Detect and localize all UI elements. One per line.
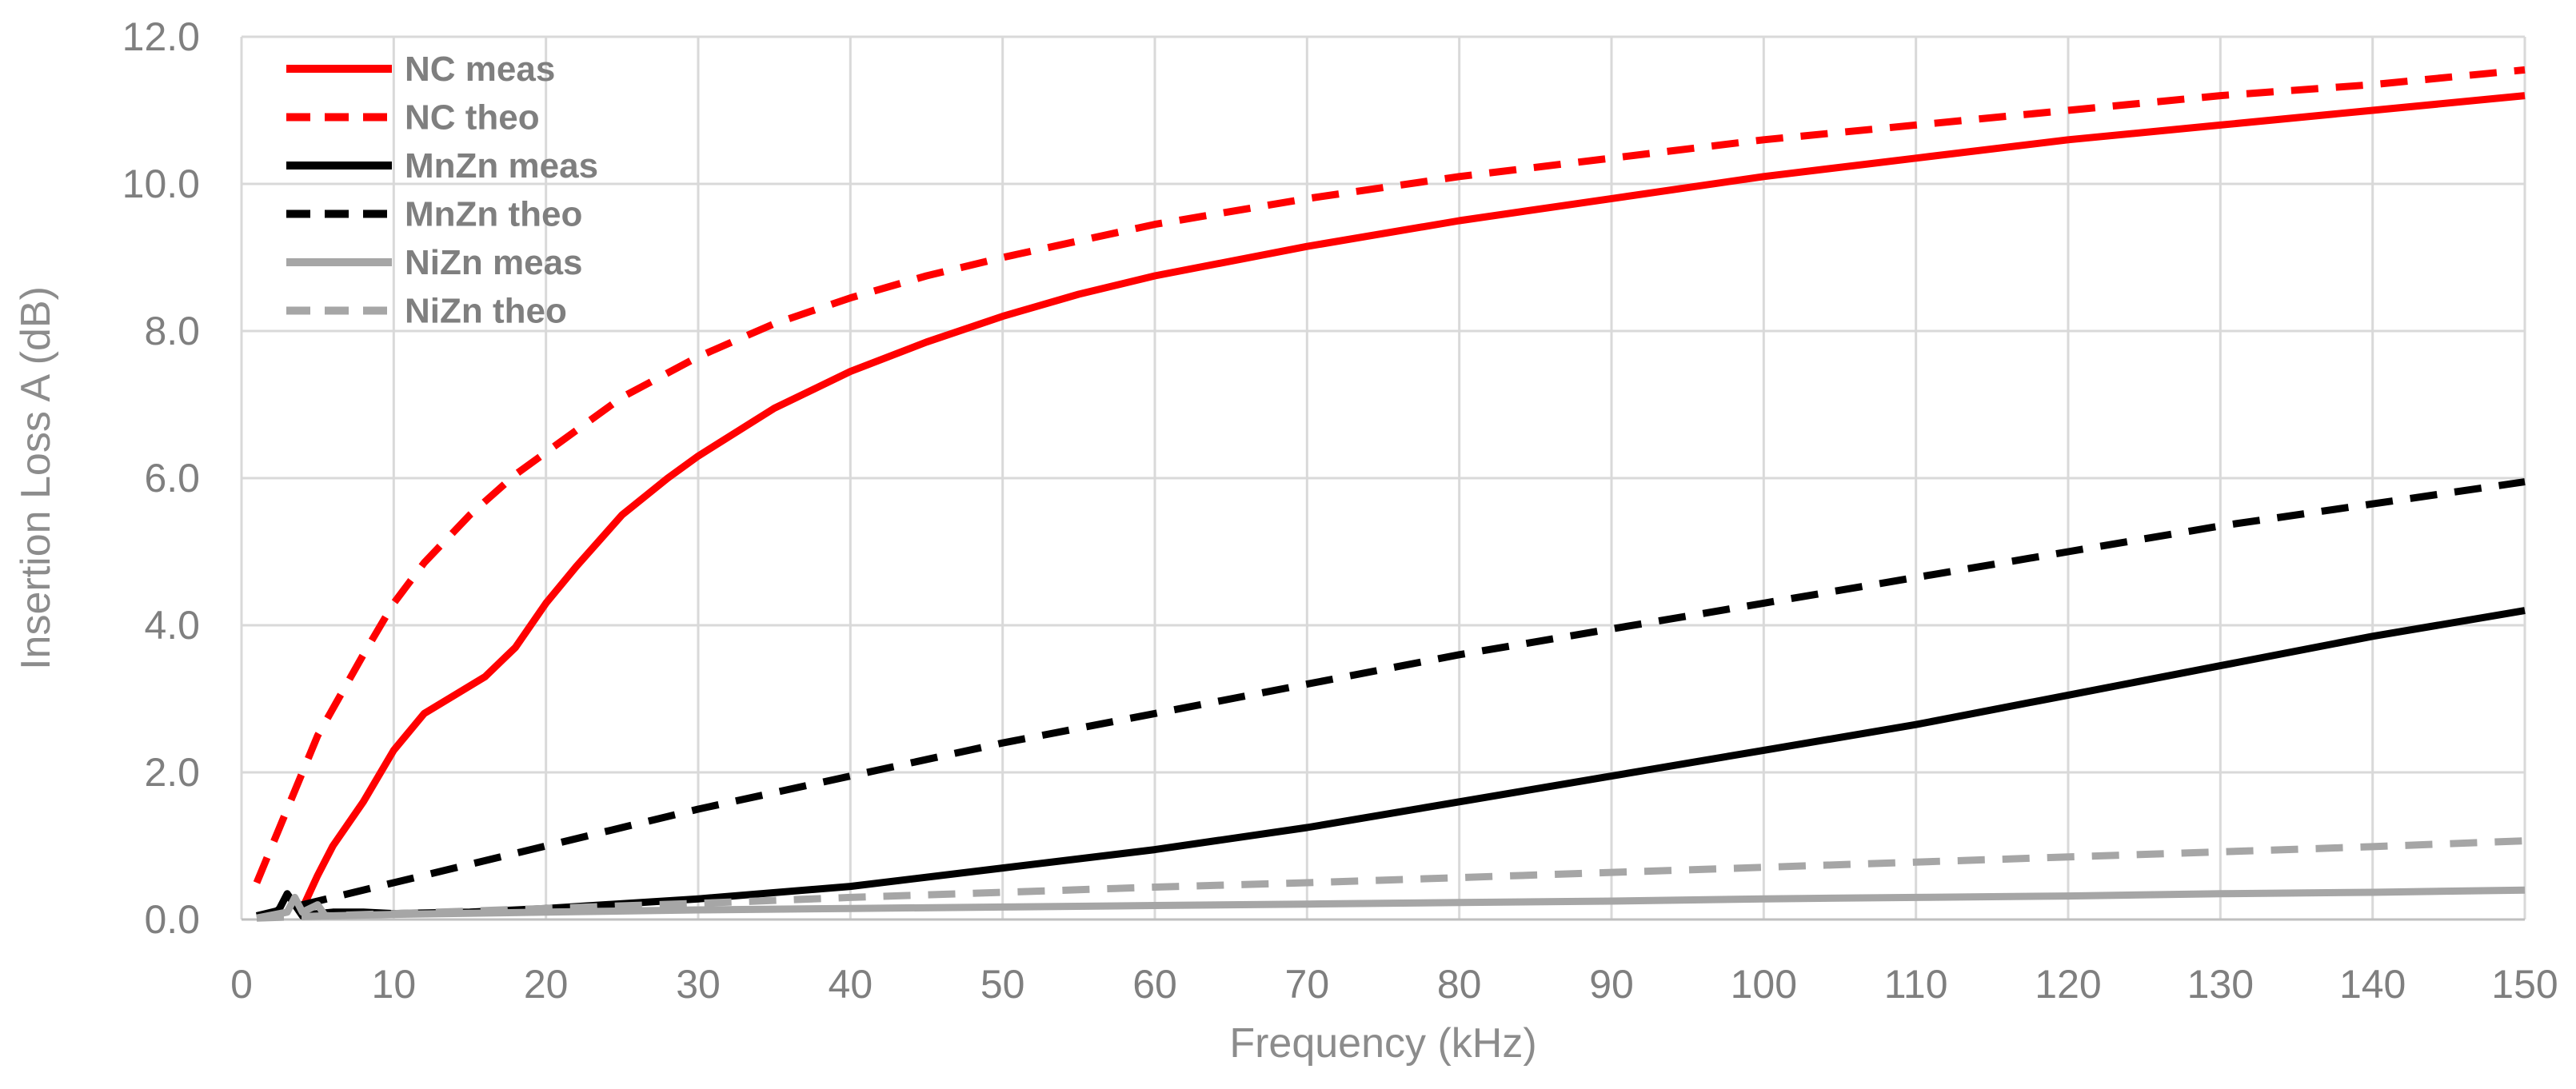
x-tick-label: 120 <box>2035 962 2101 1007</box>
x-tick-label: 40 <box>829 962 873 1007</box>
series-line-nizn-meas <box>256 886 2526 922</box>
legend-label: MnZn meas <box>405 146 598 185</box>
y-tick-label: 0.0 <box>144 897 200 942</box>
legend-label: NC theo <box>405 98 540 138</box>
x-tick-label: 140 <box>2339 962 2406 1007</box>
x-tick-label: 130 <box>2187 962 2254 1007</box>
x-tick-label: 20 <box>524 962 569 1007</box>
series-line-nc-meas <box>299 92 2526 911</box>
x-tick-label: 100 <box>1731 962 1797 1007</box>
x-tick-label: 0 <box>230 962 253 1007</box>
x-tick-label: 90 <box>1589 962 1634 1007</box>
x-tick-label: 80 <box>1437 962 1482 1007</box>
y-tick-label: 12.0 <box>122 14 200 59</box>
series-line-nc-theo <box>253 66 2526 884</box>
y-tick-label: 8.0 <box>144 309 200 353</box>
x-tick-label: 110 <box>1884 962 1948 1007</box>
y-tick-label: 6.0 <box>144 456 200 501</box>
x-tick-label: 70 <box>1285 962 1330 1007</box>
y-tick-label: 10.0 <box>122 162 200 206</box>
legend-label: NC meas <box>405 50 555 89</box>
series-line-mnzn-theo <box>255 478 2526 919</box>
series-line-mnzn-meas <box>256 607 2526 921</box>
y-tick-label: 4.0 <box>144 603 200 648</box>
x-tick-label: 60 <box>1132 962 1177 1007</box>
series-lines <box>253 66 2526 922</box>
legend-label: MnZn theo <box>405 195 582 234</box>
x-tick-label: 50 <box>980 962 1025 1007</box>
x-tick-label: 30 <box>676 962 721 1007</box>
legend-label: NiZn theo <box>405 292 567 331</box>
series-line-nizn-theo <box>256 837 2526 922</box>
x-tick-label: 10 <box>372 962 417 1007</box>
y-tick-label: 2.0 <box>144 750 200 795</box>
gridlines <box>240 35 2526 921</box>
legend-label: NiZn meas <box>405 243 583 282</box>
tick-labels: 0 10 20 30 40 50 60 70 80 90 100 110 120 130 140 150 0.0… <box>122 14 2558 1007</box>
x-axis-title: Frequency (kHz) <box>1229 1020 1536 1067</box>
legend: NC meas NC theo MnZn meas MnZn theo NiZn mea… <box>286 50 598 331</box>
y-axis-title: Insertion Loss A (dB) <box>13 286 59 670</box>
x-tick-label: 150 <box>2491 962 2558 1007</box>
